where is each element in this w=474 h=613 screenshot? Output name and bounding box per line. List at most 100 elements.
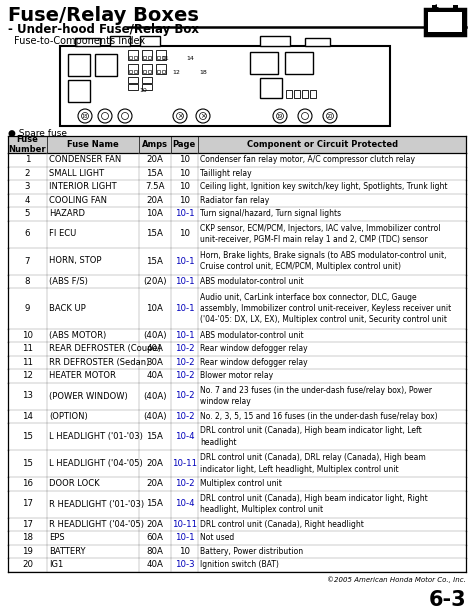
- Text: 6: 6: [25, 229, 30, 238]
- Bar: [8, 477, 466, 490]
- Text: 11: 11: [161, 56, 169, 61]
- Circle shape: [176, 113, 183, 120]
- Text: 10: 10: [179, 169, 190, 178]
- Bar: [8, 153, 466, 167]
- Text: Ceiling light, Ignition key switch/key light, Spotlights, Trunk light: Ceiling light, Ignition key switch/key l…: [200, 182, 447, 191]
- Text: ©2005 American Honda Motor Co., Inc.: ©2005 American Honda Motor Co., Inc.: [327, 576, 466, 583]
- Circle shape: [173, 109, 187, 123]
- Text: +: +: [432, 2, 438, 12]
- Circle shape: [78, 109, 92, 123]
- Bar: [129, 70, 132, 73]
- Bar: [8, 409, 466, 423]
- Bar: [140, 36, 160, 46]
- Text: HAZARD: HAZARD: [49, 209, 85, 218]
- Text: 10-4: 10-4: [174, 432, 194, 441]
- Bar: [128, 84, 138, 90]
- Text: 10-2: 10-2: [174, 345, 194, 353]
- Text: 6-3: 6-3: [428, 590, 466, 609]
- Text: Component or Circuit Protected: Component or Circuit Protected: [247, 140, 399, 149]
- Text: 4: 4: [25, 196, 30, 205]
- Bar: [8, 194, 466, 207]
- Bar: [128, 64, 138, 74]
- Text: 20A: 20A: [146, 155, 163, 164]
- Bar: [8, 136, 466, 153]
- Text: 10-2: 10-2: [174, 479, 194, 488]
- Text: 10: 10: [179, 547, 190, 556]
- Text: HEATER MOTOR: HEATER MOTOR: [49, 371, 116, 380]
- Text: 40A: 40A: [146, 345, 163, 353]
- Text: Rear window defogger relay: Rear window defogger relay: [200, 358, 308, 367]
- Text: Radiator fan relay: Radiator fan relay: [200, 196, 269, 205]
- Circle shape: [118, 109, 132, 123]
- Bar: [142, 77, 152, 83]
- Bar: [8, 207, 466, 221]
- Text: 10-1: 10-1: [174, 331, 194, 340]
- Text: 13: 13: [22, 392, 33, 400]
- Text: Page: Page: [173, 140, 196, 149]
- Text: Turn signal/hazard, Turn signal lights: Turn signal/hazard, Turn signal lights: [200, 209, 341, 218]
- Text: 14: 14: [186, 56, 194, 61]
- Text: 7: 7: [25, 256, 30, 265]
- Text: Battery, Power distribution: Battery, Power distribution: [200, 547, 303, 556]
- Circle shape: [82, 113, 89, 120]
- Text: 10-3: 10-3: [174, 560, 194, 569]
- Text: 17: 17: [22, 520, 33, 529]
- Bar: [285, 52, 313, 74]
- Text: Not used: Not used: [200, 533, 234, 543]
- Text: 10-2: 10-2: [174, 412, 194, 421]
- Text: 10-2: 10-2: [174, 371, 194, 380]
- Text: - Under-hood Fuse/Relay Box: - Under-hood Fuse/Relay Box: [8, 23, 199, 36]
- Text: 15A: 15A: [146, 256, 163, 265]
- Text: 11: 11: [22, 345, 33, 353]
- Text: 80A: 80A: [146, 547, 163, 556]
- Text: 18: 18: [82, 113, 88, 118]
- Bar: [428, 12, 462, 32]
- Text: CKP sensor, ECM/PCM, Injectors, IAC valve, Immobilizer control
unit-receiver, PG: CKP sensor, ECM/PCM, Injectors, IAC valv…: [200, 224, 440, 244]
- Text: 20A: 20A: [146, 479, 163, 488]
- Text: 18: 18: [199, 69, 207, 75]
- Text: 12: 12: [172, 69, 180, 75]
- Text: Amps: Amps: [142, 140, 168, 149]
- Text: 5: 5: [25, 209, 30, 218]
- Bar: [286, 90, 292, 98]
- Bar: [162, 56, 165, 59]
- Bar: [8, 490, 466, 517]
- Text: 14: 14: [22, 412, 33, 421]
- Circle shape: [121, 113, 128, 120]
- Text: 19: 19: [277, 113, 283, 118]
- Circle shape: [301, 113, 309, 120]
- Text: 60A: 60A: [146, 533, 163, 543]
- Text: -: -: [454, 2, 456, 12]
- Text: Fuse/Relay Boxes: Fuse/Relay Boxes: [8, 6, 199, 25]
- Text: (40A): (40A): [143, 392, 166, 400]
- Text: 10-1: 10-1: [174, 304, 194, 313]
- Bar: [129, 56, 132, 59]
- Circle shape: [101, 113, 109, 120]
- Circle shape: [273, 109, 287, 123]
- Text: DRL control unit (Canada), DRL relay (Canada), High beam
indicator light, Left h: DRL control unit (Canada), DRL relay (Ca…: [200, 454, 426, 474]
- Bar: [95, 54, 117, 76]
- Text: 10-11: 10-11: [172, 459, 197, 468]
- Text: 15A: 15A: [146, 169, 163, 178]
- Circle shape: [98, 109, 112, 123]
- Text: L HEADLIGHT ('01-'03): L HEADLIGHT ('01-'03): [49, 432, 143, 441]
- Text: ABS modulator-control unit: ABS modulator-control unit: [200, 276, 304, 286]
- Text: (40A): (40A): [143, 412, 166, 421]
- Text: 10-1: 10-1: [174, 276, 194, 286]
- Bar: [453, 5, 458, 9]
- Text: DRL control unit (Canada), High beam indicator light, Left
headlight: DRL control unit (Canada), High beam ind…: [200, 427, 422, 446]
- Bar: [60, 46, 390, 126]
- Bar: [142, 64, 152, 74]
- Text: 40A: 40A: [146, 371, 163, 380]
- Text: Audio unit, CarLink interface box connector, DLC, Gauge
assembly, Immobilizer co: Audio unit, CarLink interface box connec…: [200, 292, 451, 324]
- Bar: [110, 36, 130, 46]
- Text: 10: 10: [179, 182, 190, 191]
- Bar: [143, 70, 146, 73]
- Text: 9: 9: [25, 304, 30, 313]
- Text: ×: ×: [200, 113, 206, 119]
- Bar: [128, 77, 138, 83]
- Circle shape: [200, 113, 207, 120]
- Text: 1: 1: [25, 155, 30, 164]
- Circle shape: [327, 113, 334, 120]
- Bar: [8, 423, 466, 450]
